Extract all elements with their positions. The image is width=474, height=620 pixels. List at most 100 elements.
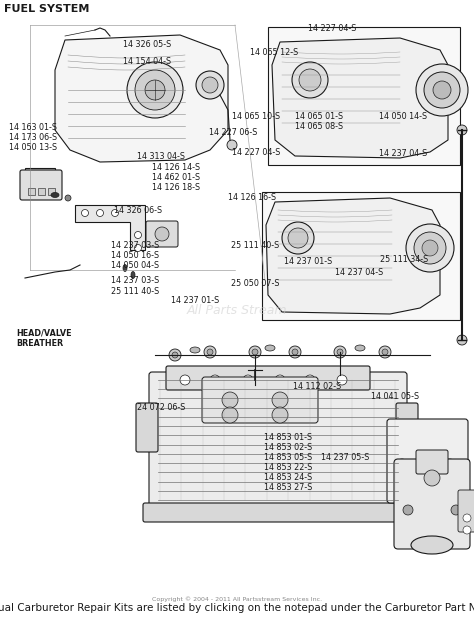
Circle shape [222,407,238,423]
Ellipse shape [411,536,453,554]
Text: 14 237 04-S: 14 237 04-S [379,149,428,158]
Text: 14 050 14-S: 14 050 14-S [379,112,428,121]
Circle shape [424,470,440,486]
Circle shape [289,346,301,358]
Text: 14 126 18-S: 14 126 18-S [152,183,200,192]
Circle shape [451,505,461,515]
Text: 14 853 01-S: 14 853 01-S [264,433,313,442]
Circle shape [403,505,413,515]
Circle shape [155,227,169,241]
Text: 14 173 06-S: 14 173 06-S [9,133,57,142]
FancyBboxPatch shape [458,490,474,532]
Text: 14 237 04-S: 14 237 04-S [335,268,383,277]
Circle shape [249,346,261,358]
Text: 14 065 08-S: 14 065 08-S [295,122,343,131]
Circle shape [135,244,142,252]
Circle shape [422,240,438,256]
Circle shape [272,407,288,423]
Text: 14 041 05-S: 14 041 05-S [371,392,419,401]
Text: All Parts Stream: All Parts Stream [187,304,287,316]
Circle shape [416,64,468,116]
FancyBboxPatch shape [262,192,460,320]
Polygon shape [25,168,55,195]
Ellipse shape [131,272,135,278]
FancyBboxPatch shape [136,403,158,452]
Circle shape [433,81,451,99]
Circle shape [282,222,314,254]
Circle shape [65,195,71,201]
Ellipse shape [51,192,59,198]
Circle shape [424,72,460,108]
Circle shape [111,210,118,216]
Text: 14 050 13-S: 14 050 13-S [9,143,57,152]
FancyBboxPatch shape [394,459,470,549]
Text: 14 163 01-S: 14 163 01-S [9,123,56,132]
Circle shape [444,459,456,471]
Text: 14 853 27-S: 14 853 27-S [264,483,313,492]
Text: 14 237 01-S: 14 237 01-S [284,257,333,266]
Ellipse shape [265,345,275,351]
Text: 14 050 16-S: 14 050 16-S [111,251,160,260]
Polygon shape [55,35,228,162]
Circle shape [463,526,471,534]
Bar [28,188,35,195]
Text: 14 237 05-S: 14 237 05-S [321,453,370,462]
Circle shape [406,224,454,272]
Text: 14 154 04-S: 14 154 04-S [123,58,172,66]
Text: 14 237 03-S: 14 237 03-S [111,241,160,250]
Circle shape [382,349,388,355]
Circle shape [207,349,213,355]
Circle shape [196,71,224,99]
Circle shape [334,346,346,358]
Text: Individual Carburetor Repair Kits are listed by clicking on the notepad under th: Individual Carburetor Repair Kits are li… [0,603,474,613]
FancyBboxPatch shape [202,377,318,423]
Text: 14 237 01-S: 14 237 01-S [171,296,219,304]
Circle shape [204,346,216,358]
Circle shape [299,69,321,91]
Circle shape [210,375,220,385]
Circle shape [396,459,408,471]
Circle shape [444,492,456,504]
Circle shape [292,349,298,355]
Text: 14 237 03-S: 14 237 03-S [111,276,160,285]
Circle shape [292,62,328,98]
Circle shape [337,375,347,385]
Text: 24 072 06-S: 24 072 06-S [137,404,186,412]
Circle shape [414,232,446,264]
FancyBboxPatch shape [387,419,468,503]
Polygon shape [272,38,448,158]
Text: 25 111 40-S: 25 111 40-S [111,287,160,296]
Text: 25 111 40-S: 25 111 40-S [231,241,280,250]
Circle shape [97,210,103,216]
Text: 14 227 06-S: 14 227 06-S [209,128,257,137]
Circle shape [82,210,89,216]
Text: 14 853 24-S: 14 853 24-S [264,473,313,482]
Ellipse shape [123,265,127,272]
Text: 14 050 04-S: 14 050 04-S [111,261,160,270]
Ellipse shape [355,345,365,351]
Text: HEAD/VALVE
BREATHER: HEAD/VALVE BREATHER [17,328,72,348]
Text: 14 853 05-S: 14 853 05-S [264,453,313,462]
Circle shape [305,375,315,385]
Circle shape [457,125,467,135]
FancyBboxPatch shape [143,503,415,522]
Text: 14 462 01-S: 14 462 01-S [152,173,200,182]
Circle shape [222,392,238,408]
Circle shape [457,335,467,345]
Circle shape [463,514,471,522]
Ellipse shape [190,347,200,353]
Text: 14 112 02-S: 14 112 02-S [293,383,341,391]
Polygon shape [75,205,145,250]
Circle shape [145,80,165,100]
FancyBboxPatch shape [268,27,460,165]
Circle shape [252,349,258,355]
Text: FUEL SYSTEM: FUEL SYSTEM [4,4,90,14]
FancyBboxPatch shape [396,403,418,462]
Circle shape [135,70,175,110]
FancyBboxPatch shape [149,372,407,513]
FancyBboxPatch shape [146,221,178,247]
Text: 14 065 01-S: 14 065 01-S [295,112,343,121]
Text: 14 126 16-S: 14 126 16-S [228,193,276,202]
Text: 14 313 04-S: 14 313 04-S [137,152,185,161]
Polygon shape [266,198,440,314]
